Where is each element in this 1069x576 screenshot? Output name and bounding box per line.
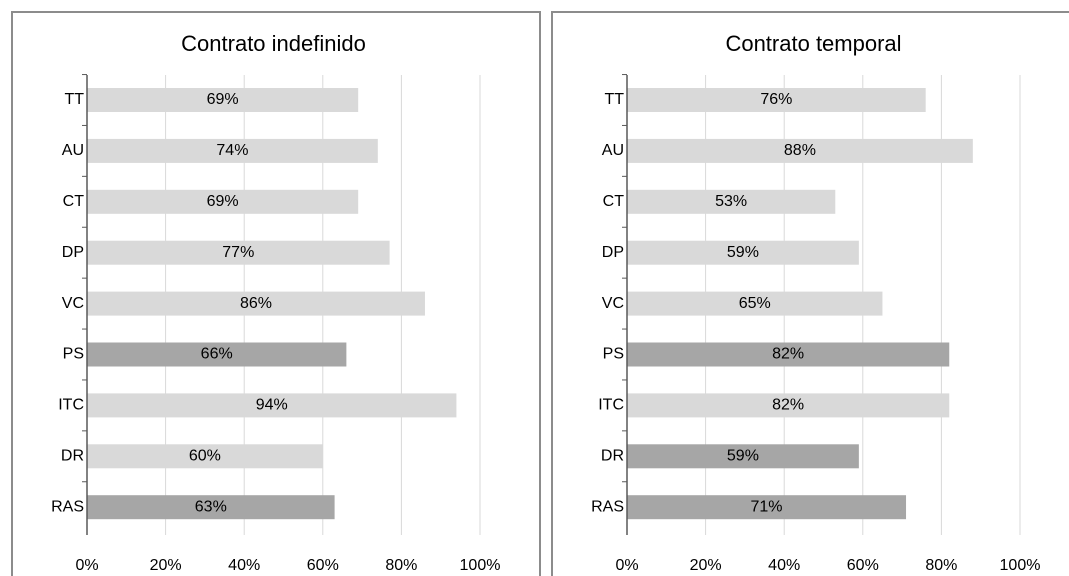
y-tick-label: CT [603, 193, 625, 210]
bar [627, 342, 950, 367]
value-label: 74% [216, 142, 248, 159]
y-tick-label: PS [63, 346, 84, 363]
x-tick-label: 40% [768, 557, 800, 574]
y-tick-label: TT [64, 91, 84, 108]
value-label: 88% [784, 142, 816, 159]
x-tick-label: 60% [847, 557, 879, 574]
bar [87, 189, 359, 214]
value-label: 76% [760, 91, 792, 108]
y-tick-label: TT [604, 91, 624, 108]
y-tick-label: ITC [58, 397, 84, 414]
value-label: 53% [715, 193, 747, 210]
value-label: 66% [201, 346, 233, 363]
value-label: 82% [772, 346, 804, 363]
value-label: 63% [195, 498, 227, 515]
y-tick-label: ITC [598, 397, 624, 414]
bar [87, 240, 390, 265]
bar [627, 240, 859, 265]
y-tick-label: RAS [591, 498, 624, 515]
bar [627, 495, 907, 520]
y-tick-label: AU [602, 142, 624, 159]
bar [627, 444, 859, 469]
value-label: 69% [207, 91, 239, 108]
y-tick-label: VC [602, 295, 624, 312]
y-tick-label: PS [603, 346, 624, 363]
value-label: 77% [222, 244, 254, 261]
y-tick-label: DP [62, 244, 84, 261]
y-tick-label: RAS [51, 498, 84, 515]
x-tick-label: 100% [460, 557, 501, 574]
y-tick-label: DR [61, 448, 84, 465]
bar [627, 189, 836, 214]
value-label: 59% [727, 448, 759, 465]
value-label: 86% [240, 295, 272, 312]
chart-title: Contrato indefinido [181, 31, 366, 56]
x-tick-label: 20% [150, 557, 182, 574]
x-tick-label: 0% [615, 557, 638, 574]
y-tick-label: AU [62, 142, 84, 159]
value-label: 65% [739, 295, 771, 312]
bar [87, 393, 457, 418]
panel-border [11, 11, 541, 576]
bar [627, 88, 926, 112]
value-label: 94% [256, 397, 288, 414]
x-tick-label: 40% [228, 557, 260, 574]
panel-border [551, 11, 1069, 576]
value-label: 82% [772, 397, 804, 414]
x-tick-label: 20% [690, 557, 722, 574]
bar [627, 138, 973, 163]
bar [627, 291, 883, 316]
y-tick-label: DR [601, 448, 624, 465]
x-tick-label: 80% [385, 557, 417, 574]
bar [87, 291, 425, 316]
y-tick-label: DP [602, 244, 624, 261]
bar [87, 88, 359, 112]
x-tick-label: 0% [75, 557, 98, 574]
x-tick-label: 100% [1000, 557, 1041, 574]
chart-title: Contrato temporal [725, 31, 901, 56]
bar [627, 393, 950, 418]
bar [87, 342, 347, 367]
bar [87, 138, 378, 163]
x-tick-label: 60% [307, 557, 339, 574]
value-label: 69% [207, 193, 239, 210]
value-label: 59% [727, 244, 759, 261]
y-tick-label: CT [63, 193, 85, 210]
y-tick-label: VC [62, 295, 84, 312]
value-label: 60% [189, 448, 221, 465]
bar [87, 444, 323, 469]
bar [87, 495, 335, 520]
x-tick-label: 80% [925, 557, 957, 574]
value-label: 71% [750, 498, 782, 515]
